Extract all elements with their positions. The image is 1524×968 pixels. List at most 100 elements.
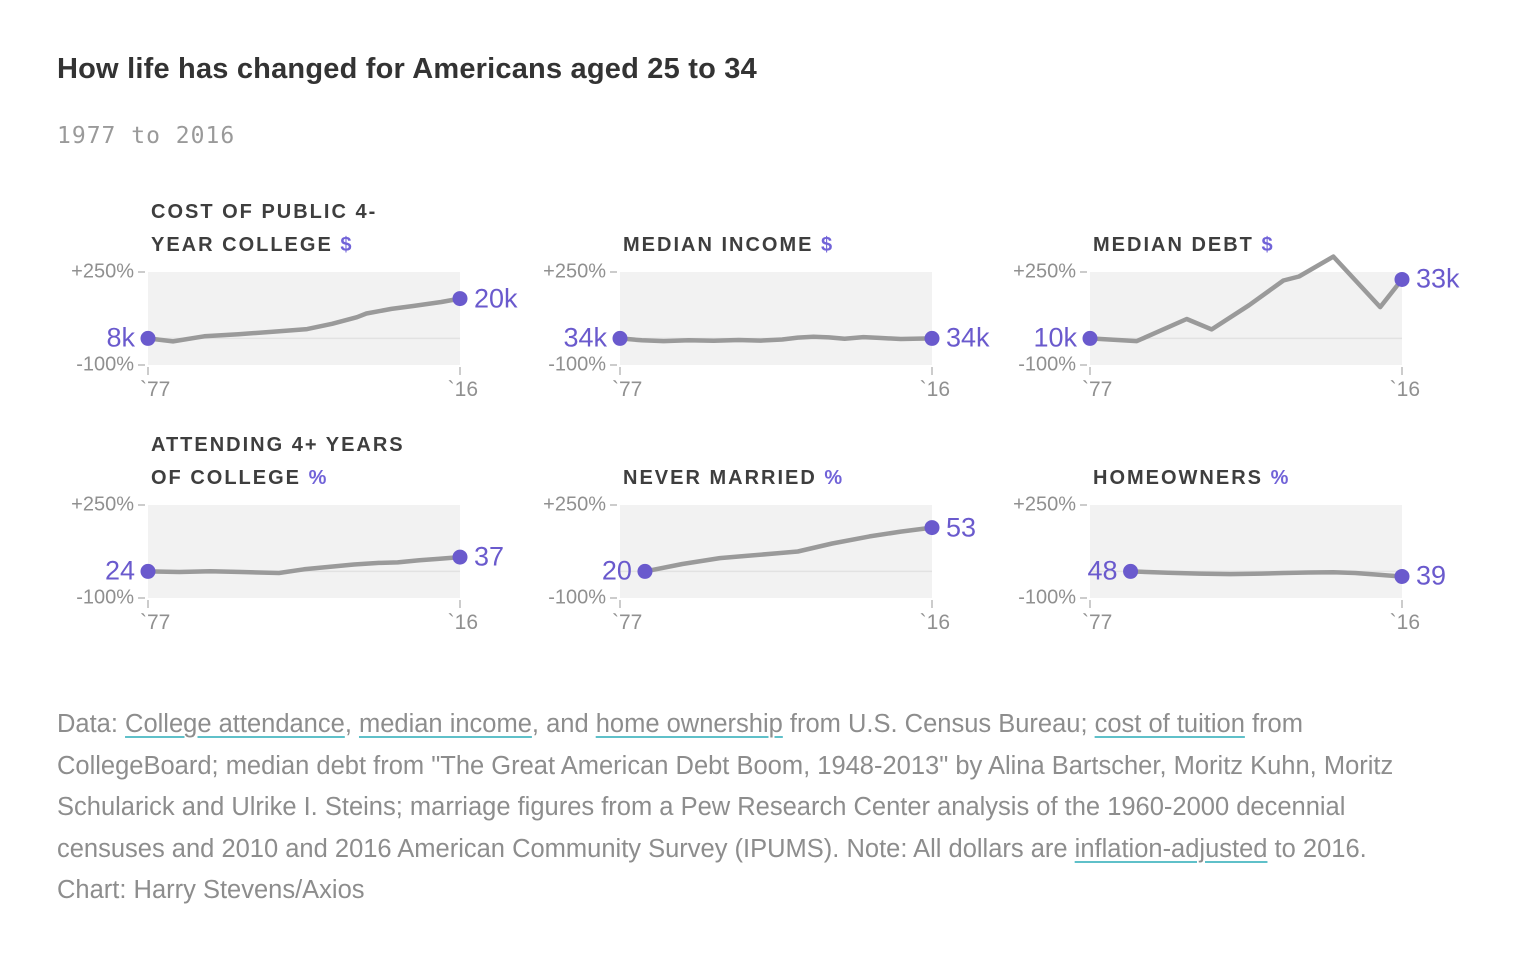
footnote-text: from CollegeBoard; median debt from "The…: [57, 710, 1394, 863]
y-axis-label-top: +250%: [71, 260, 134, 283]
y-axis-tick-bottom: [1080, 364, 1087, 366]
x-axis-label-start: `77: [1082, 378, 1113, 401]
trend-plot: [140, 549, 468, 579]
mini-chart: HOMEOWNERS % +250% -100% `77 `16 48 39: [1013, 467, 1446, 634]
footnote-text: , and: [531, 710, 596, 738]
chart-title-line: MEDIAN DEBT $: [1093, 234, 1275, 256]
chart-unit-suffix: $: [1261, 234, 1275, 256]
chart-unit-suffix: %: [308, 467, 329, 489]
y-axis-tick-bottom: [138, 364, 145, 366]
x-axis-tick-end: [459, 367, 461, 375]
start-dot: [637, 563, 653, 579]
source-link[interactable]: home ownership: [595, 710, 783, 738]
chart-title-line: ATTENDING 4+ YEARS: [151, 434, 405, 456]
trend-line: [1087, 254, 1405, 344]
x-axis-tick-end: [459, 600, 461, 608]
start-dot: [612, 330, 628, 346]
start-value-label: 48: [1087, 555, 1118, 586]
end-value-label: 33k: [1416, 263, 1460, 294]
y-axis-tick-bottom: [1080, 597, 1087, 599]
chart-title: HOMEOWNERS %: [1093, 462, 1290, 495]
y-axis-tick-top: [610, 271, 617, 273]
y-axis-label-bottom: -100%: [1018, 353, 1076, 376]
x-axis-tick-start: [147, 600, 149, 608]
end-dot: [924, 520, 940, 536]
chart-unit-suffix: %: [1270, 467, 1291, 489]
trend-plot: [620, 520, 940, 579]
mini-chart: MEDIAN INCOME $ +250% -100% `77 `16 34k …: [543, 234, 989, 401]
y-axis-label-bottom: -100%: [1018, 586, 1076, 609]
trend-plot: [140, 291, 468, 346]
x-axis-label-start: `77: [612, 611, 643, 634]
x-axis-label-end: `16: [1389, 378, 1420, 401]
chart-title-line: NEVER MARRIED %: [623, 467, 845, 489]
chart-title: COST OF PUBLIC 4- YEAR COLLEGE $: [151, 196, 377, 262]
mini-chart: COST OF PUBLIC 4- YEAR COLLEGE $ +250% -1…: [71, 201, 517, 401]
page-title: How life has changed for Americans aged …: [57, 53, 757, 85]
footnote-text: from U.S. Census Bureau;: [782, 710, 1095, 738]
chart-title: MEDIAN DEBT $: [1093, 229, 1275, 262]
x-axis-tick-start: [1089, 367, 1091, 375]
source-link[interactable]: median income: [358, 710, 532, 738]
x-axis-label-start: `77: [140, 611, 171, 634]
end-dot: [924, 330, 940, 346]
end-value-label: 34k: [946, 322, 990, 353]
start-value-label: 8k: [106, 322, 135, 353]
trend-plot: [1082, 254, 1410, 346]
chart-unit-suffix: $: [340, 234, 354, 256]
y-axis-label-top: +250%: [1013, 260, 1076, 283]
end-dot: [1394, 271, 1410, 287]
x-axis-label-end: `16: [919, 611, 950, 634]
end-value-label: 37: [474, 541, 505, 572]
chart-unit-suffix: %: [824, 467, 845, 489]
source-link[interactable]: College attendance: [125, 710, 345, 738]
end-dot: [452, 291, 468, 307]
chart-title-line: YEAR COLLEGE $: [151, 234, 354, 256]
y-axis-label-top: +250%: [543, 493, 606, 516]
trend-plot: [1090, 563, 1410, 584]
source-footnote: Data: College attendance, median income,…: [57, 704, 1437, 912]
x-axis-tick-start: [619, 600, 621, 608]
chart-title: MEDIAN INCOME $: [623, 229, 834, 262]
start-dot: [1082, 330, 1098, 346]
y-axis-label-bottom: -100%: [76, 353, 134, 376]
mini-chart: MEDIAN DEBT $ +250% -100% `77 `16 10k 33…: [1013, 234, 1459, 401]
source-link[interactable]: cost of tuition: [1094, 710, 1245, 738]
y-axis-tick-top: [610, 504, 617, 506]
end-dot: [452, 549, 468, 565]
x-axis-label-end: `16: [1389, 611, 1420, 634]
start-value-label: 34k: [563, 322, 607, 353]
y-axis-label-top: +250%: [1013, 493, 1076, 516]
y-axis-tick-bottom: [610, 364, 617, 366]
y-axis-label-bottom: -100%: [548, 586, 606, 609]
source-link[interactable]: inflation-adjusted: [1074, 834, 1268, 863]
x-axis-tick-end: [931, 367, 933, 375]
y-axis-tick-top: [1080, 271, 1087, 273]
y-axis-label-bottom: -100%: [76, 586, 134, 609]
footnote-text: ,: [344, 710, 359, 738]
trend-line: [617, 334, 935, 344]
y-axis-tick-bottom: [610, 597, 617, 599]
x-axis-label-end: `16: [447, 378, 478, 401]
x-axis-tick-start: [1089, 600, 1091, 608]
chart-title-line: OF COLLEGE %: [151, 467, 329, 489]
y-axis-label-bottom: -100%: [548, 353, 606, 376]
y-axis-tick-bottom: [138, 597, 145, 599]
trend-line: [145, 554, 463, 576]
start-value-label: 20: [601, 555, 632, 586]
x-axis-tick-end: [931, 600, 933, 608]
end-dot: [1394, 568, 1410, 584]
end-value-label: 39: [1416, 560, 1447, 591]
x-axis-tick-end: [1401, 600, 1403, 608]
footnote-text: Data:: [57, 710, 126, 738]
y-axis-tick-top: [138, 504, 145, 506]
page-subtitle: 1977 to 2016: [57, 123, 236, 149]
start-dot: [140, 330, 156, 346]
chart-unit-suffix: $: [821, 234, 835, 256]
y-axis-tick-top: [1080, 504, 1087, 506]
x-axis-label-end: `16: [447, 611, 478, 634]
chart-title: ATTENDING 4+ YEARS OF COLLEGE %: [151, 429, 405, 495]
chart-title-line: HOMEOWNERS %: [1093, 467, 1291, 489]
x-axis-label-start: `77: [612, 378, 643, 401]
